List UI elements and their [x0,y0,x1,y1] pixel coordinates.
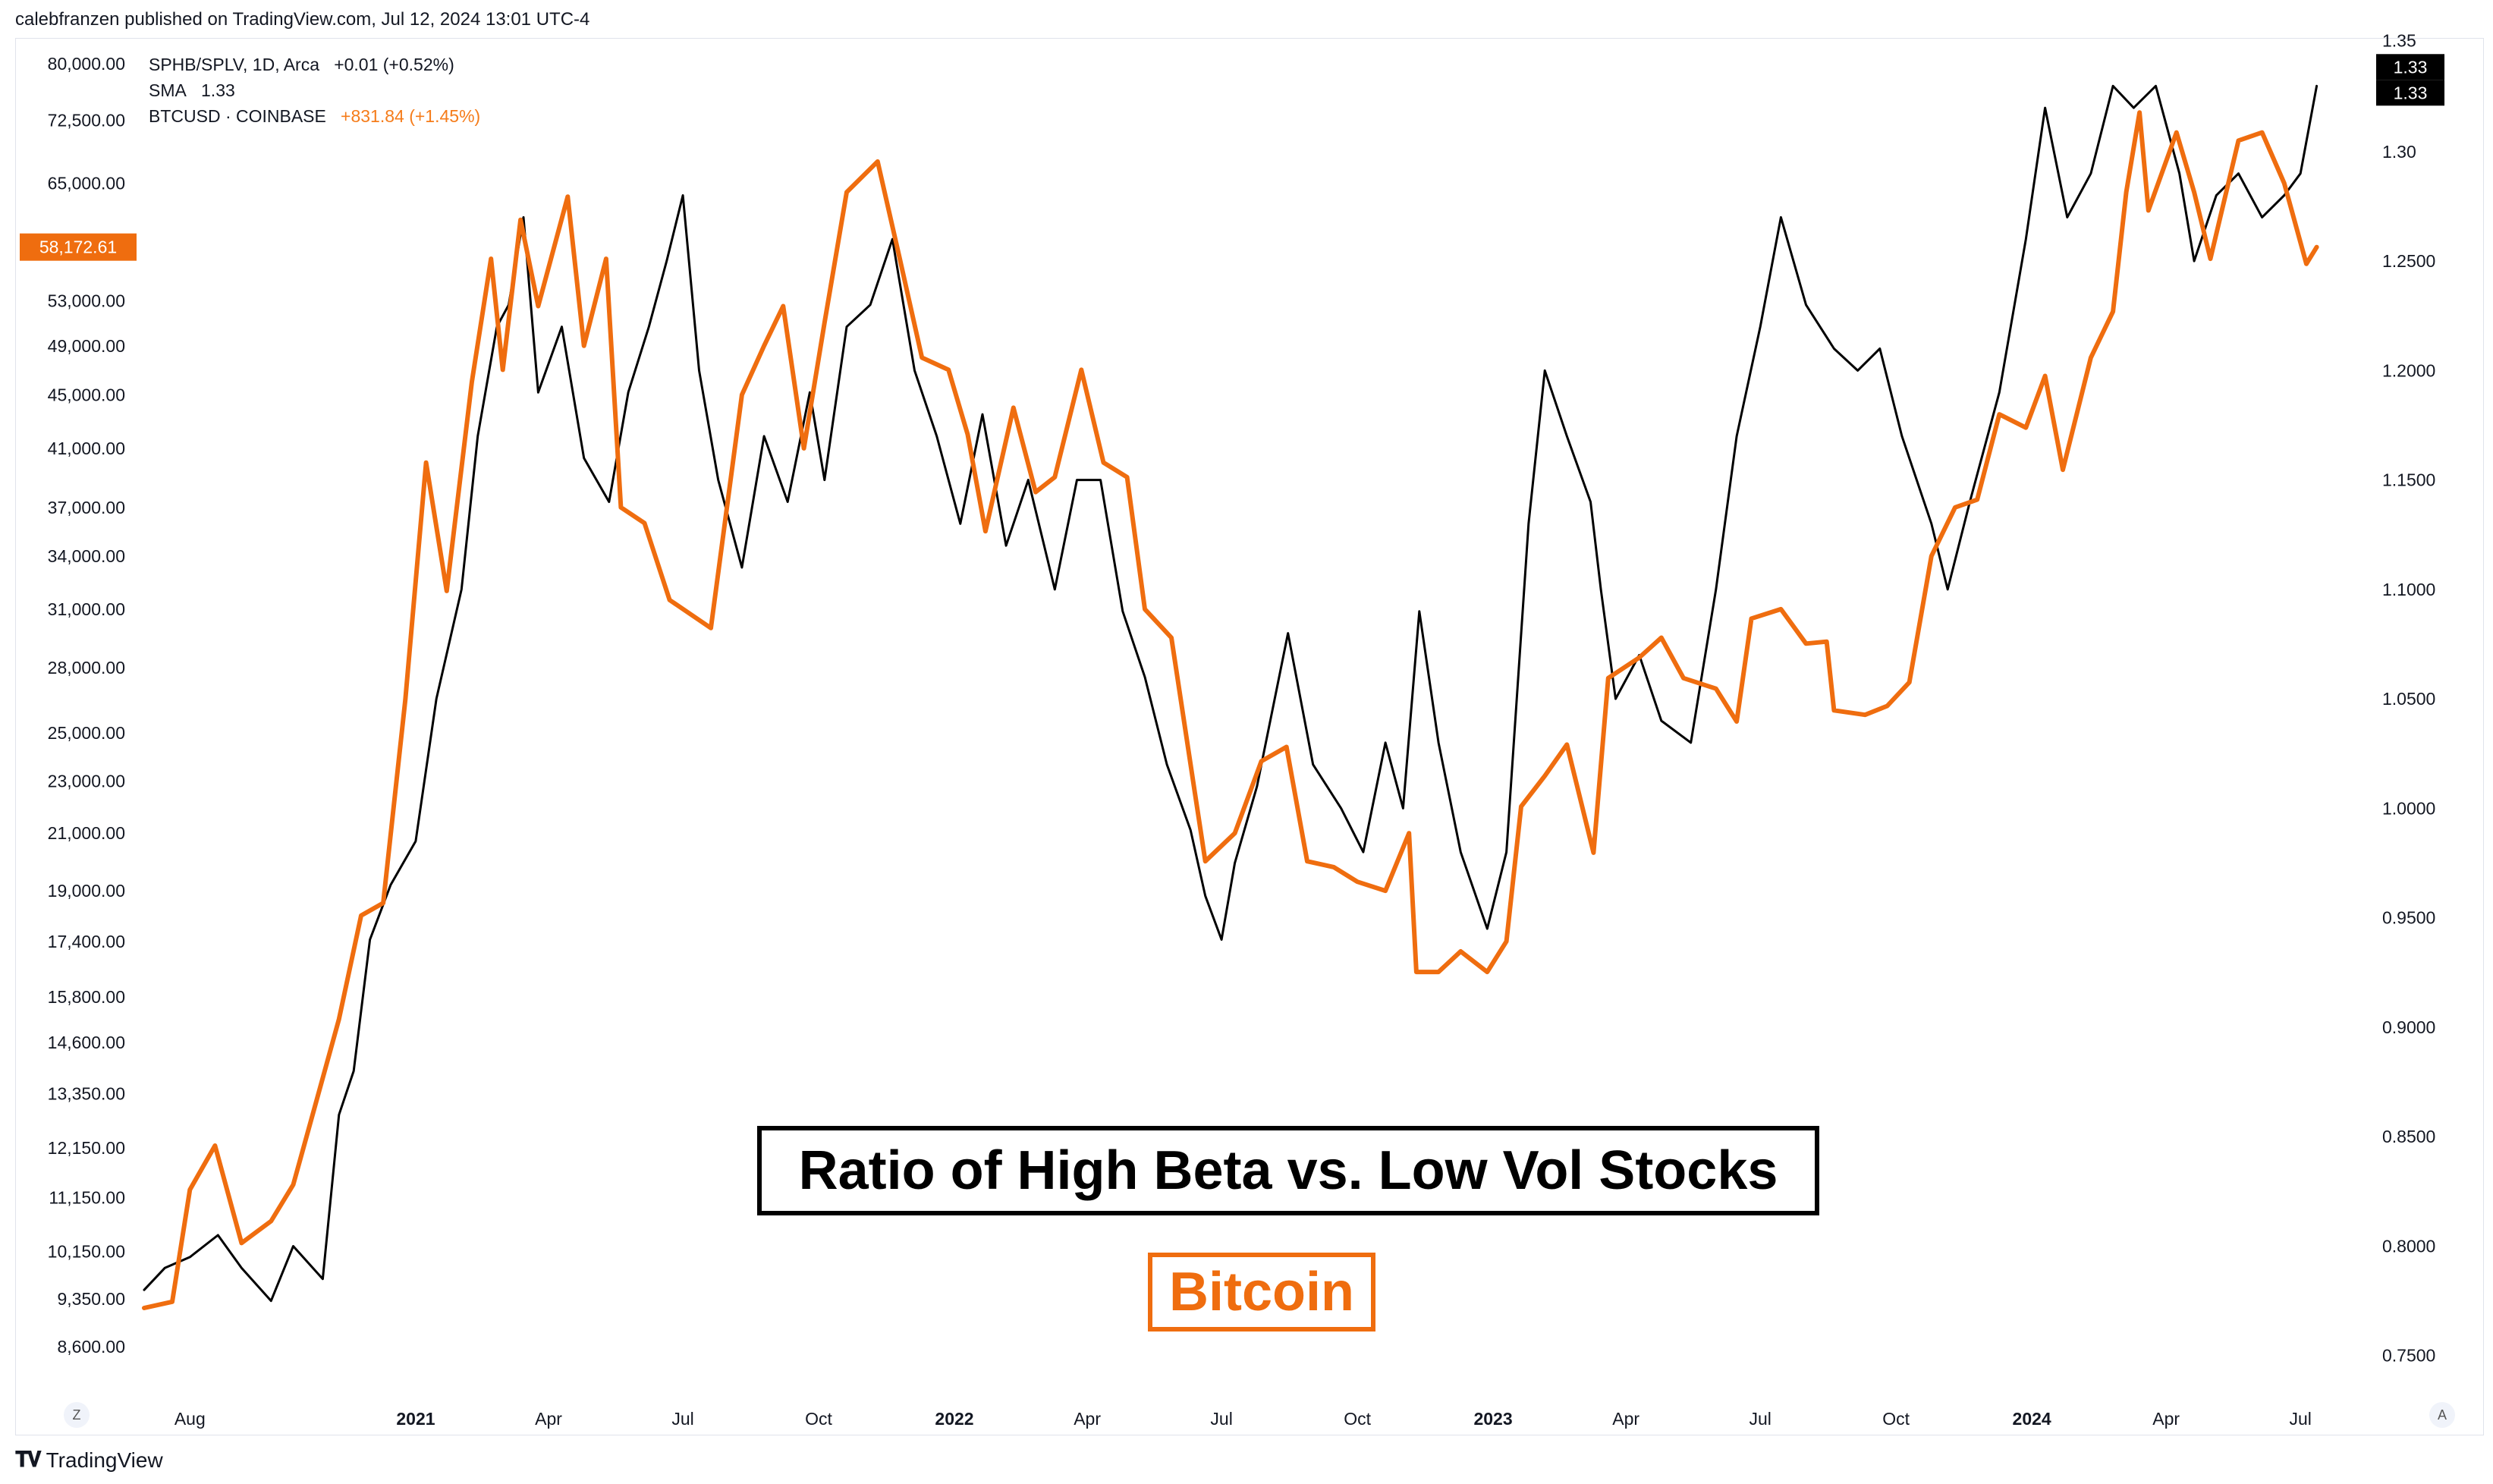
legend-btc-change: +831.84 (+1.45%) [341,106,481,126]
left-axis-tick-label: 10,150.00 [48,1242,125,1262]
x-axis-tick-label: Jul [1749,1409,1771,1429]
left-axis-tick-label: 8,600.00 [57,1337,125,1357]
zoom-button[interactable]: Z [64,1402,90,1428]
legend-sma-label: SMA [149,80,187,100]
left-axis-tick-label: 14,600.00 [48,1033,125,1052]
right-axis-tick-label: 1.1000 [2382,580,2435,599]
right-axis-top-tick: 1.35 [2382,30,2416,50]
x-axis-tick-label: Apr [535,1409,562,1429]
auto-scale-button[interactable]: A [2429,1402,2455,1428]
x-axis-tick-label: Jul [2289,1409,2311,1429]
left-axis-tick-label: 23,000.00 [48,771,125,791]
publisher-line: calebfranzen published on TradingView.co… [15,9,590,30]
x-axis-tick-label: Apr [1612,1409,1639,1429]
x-axis-tick-label: 2022 [935,1409,973,1429]
ratio-last-badge-1 [2376,54,2444,80]
x-axis-tick-label: Aug [174,1409,206,1429]
x-axis-tick-label: 2021 [396,1409,435,1429]
left-axis-tick-label: 53,000.00 [48,291,125,310]
left-axis-tick-label: 31,000.00 [48,599,125,619]
x-axis-tick-label: Oct [1344,1409,1371,1429]
ratio-last-label-1: 1.33 [2394,57,2428,77]
right-axis-tick-label: 0.9000 [2382,1017,2435,1037]
x-axis-tick-label: Oct [805,1409,832,1429]
left-axis-tick-label: 37,000.00 [48,498,125,517]
right-axis-tick-label: 1.30 [2382,142,2416,162]
left-axis-tick-label: 13,350.00 [48,1084,125,1104]
left-axis-tick-label: 19,000.00 [48,881,125,901]
ratio-series-line [143,84,2319,1303]
left-axis-tick-label: 65,000.00 [48,174,125,193]
legend-btc-row[interactable]: BTCUSD · COINBASE +831.84 (+1.45%) [149,106,480,127]
left-axis-tick-label: 15,800.00 [48,987,125,1007]
btc-last-price-badge [20,233,137,261]
footer: 𝐓𝐕 TradingView [15,1448,163,1473]
footer-brand[interactable]: TradingView [46,1448,163,1472]
left-axis-tick-label: 21,000.00 [48,823,125,843]
bitcoin-annotation: Bitcoin [1148,1253,1375,1332]
left-axis-tick-label: 34,000.00 [48,546,125,566]
legend-btc-symbol: BTCUSD · COINBASE [149,106,326,126]
left-axis-tick-label: 49,000.00 [48,336,125,356]
left-axis-tick-label: 12,150.00 [48,1138,125,1158]
legend-sma-value: 1.33 [201,80,235,100]
left-axis-tick-label: 17,400.00 [48,932,125,951]
left-axis-tick-label: 28,000.00 [48,658,125,678]
btc-last-price-label: 58,172.61 [39,237,117,257]
left-axis-tick-label: 80,000.00 [48,54,125,74]
tradingview-logo-icon[interactable]: 𝐓𝐕 [15,1448,42,1471]
left-axis-tick-label: 9,350.00 [57,1289,125,1309]
right-axis-tick-label: 0.7500 [2382,1346,2435,1366]
chart-title-annotation: Ratio of High Beta vs. Low Vol Stocks [757,1126,1819,1215]
left-axis-tick-label: 11,150.00 [49,1187,125,1207]
legend-sma-row[interactable]: SMA 1.33 [149,80,235,101]
x-axis-tick-label: Jul [671,1409,693,1429]
right-axis-tick-label: 1.0000 [2382,798,2435,818]
legend-symbol-change: +0.01 (+0.52%) [334,55,454,74]
ratio-last-badge-2 [2376,80,2444,106]
left-axis-tick-label: 72,500.00 [48,111,125,130]
x-axis-tick-label: Oct [1882,1409,1910,1429]
right-axis-tick-label: 0.8500 [2382,1127,2435,1146]
bitcoin-series-line [142,110,2319,1310]
left-axis-tick-label: 25,000.00 [48,723,125,743]
x-axis-tick-label: Jul [1210,1409,1232,1429]
right-axis-tick-label: 0.9500 [2382,908,2435,928]
right-axis-tick-label: 1.2500 [2382,251,2435,271]
right-axis-tick-label: 1.1500 [2382,470,2435,490]
legend-symbol: SPHB/SPLV, 1D, Arca [149,55,320,74]
ratio-last-label-2: 1.33 [2394,83,2428,102]
x-axis-tick-label: 2023 [1473,1409,1512,1429]
left-axis-tick-label: 41,000.00 [48,439,125,458]
right-axis-tick-label: 1.0500 [2382,689,2435,709]
x-axis-tick-label: Apr [1074,1409,1101,1429]
x-axis-tick-label: Apr [2152,1409,2180,1429]
right-axis-tick-label: 1.2000 [2382,360,2435,380]
x-axis-tick-label: 2024 [2013,1409,2051,1429]
right-axis-tick-label: 0.8000 [2382,1236,2435,1256]
left-axis-tick-label: 45,000.00 [48,385,125,404]
chart-frame [15,38,2484,1435]
legend-symbol-row[interactable]: SPHB/SPLV, 1D, Arca +0.01 (+0.52%) [149,55,454,75]
